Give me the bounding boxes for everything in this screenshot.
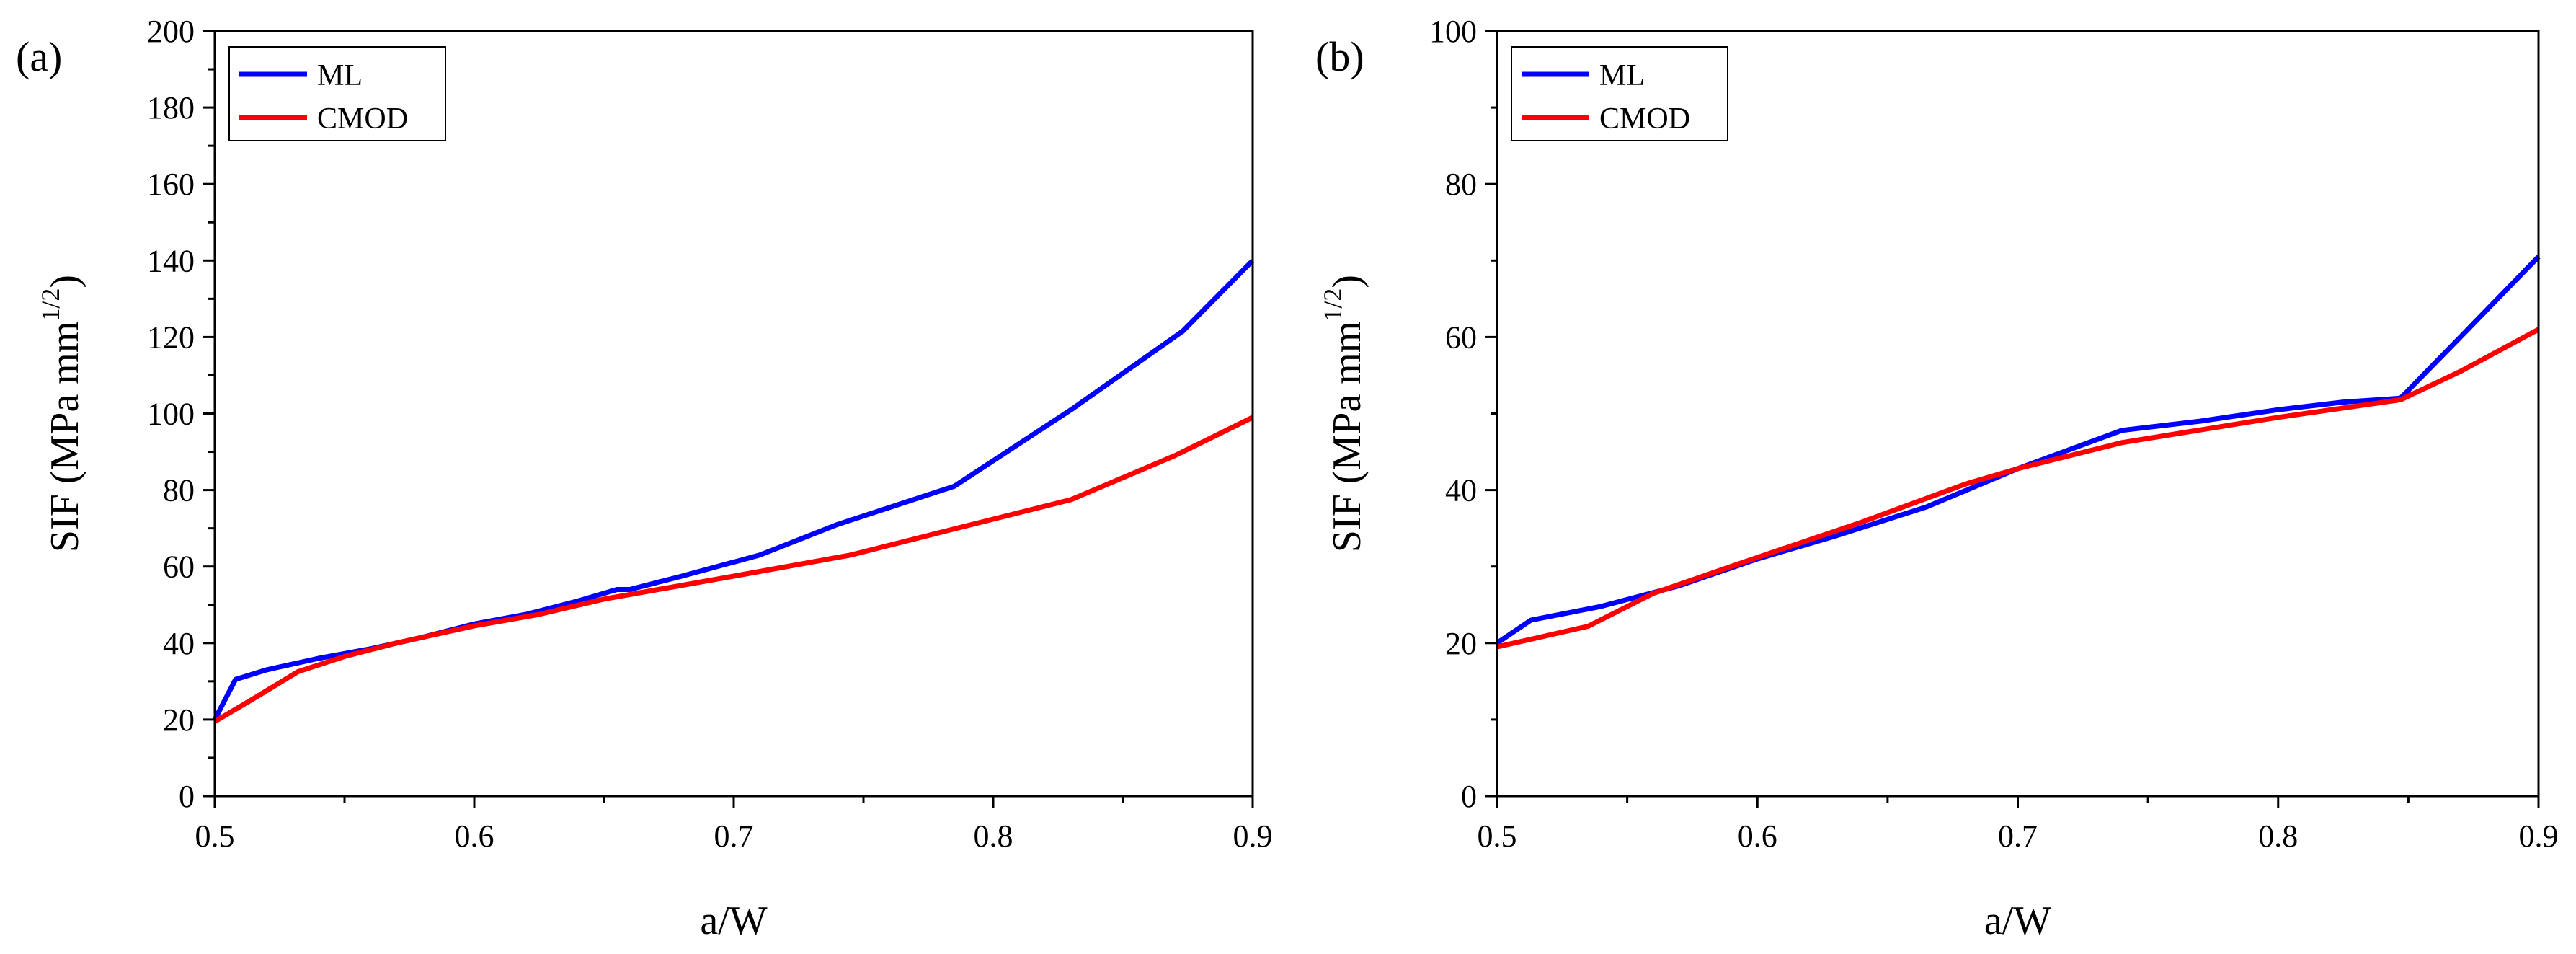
panel-b-plot-frame (1496, 30, 2540, 798)
panel-b-y-tick-label: 20 (1445, 626, 1477, 661)
panel-b-y-tick-label: 80 (1445, 167, 1477, 202)
panel-a-y-tick-label: 180 (147, 90, 195, 125)
panel-a-label: (a) (16, 33, 62, 80)
panel-b-x-tick-label: 0.5 (1478, 818, 1517, 854)
panel-a-y-axis-title: SIF (MPa mm1/2) (36, 275, 87, 552)
panel-a-x-tick-label: 0.7 (714, 818, 754, 854)
panel-b-series-cmod-line (1496, 327, 2540, 650)
panel-a-y-tick-label: 20 (163, 702, 195, 738)
panel-b-series-ml-line (1496, 255, 2541, 645)
panel-a-legend-label-ml: ML (317, 59, 363, 92)
panel-b: (b) 0.5 0.6 0.7 0.8 0.9 0 20 40 60 80 100 a/W SIF (MP… (1315, 14, 2559, 943)
panel-a: (a) 0.5 0.6 0.7 0.8 0.9 0 20 40 60 80 100 120 140 160 1… (16, 14, 1273, 943)
panel-a-y-tick-label: 120 (147, 319, 195, 355)
panel-a-x-tick-label: 0.8 (974, 818, 1013, 854)
panel-b-y-tick-label: 60 (1445, 319, 1477, 355)
panel-a-series-ml-line (212, 258, 1255, 721)
panel-a-y-tick-label: 160 (147, 167, 195, 202)
panel-a-y-tick-label: 100 (147, 397, 195, 432)
panel-b-x-tick-label: 0.6 (1738, 818, 1777, 854)
panel-b-y-tick-label: 0 (1461, 779, 1477, 814)
panel-a-y-tick-label: 140 (147, 243, 195, 278)
panel-a-y-tick-label: 60 (163, 549, 195, 585)
panel-a-x-tick-label: 0.9 (1233, 818, 1273, 854)
panel-a-plot-frame (213, 30, 1254, 798)
panel-b-label: (b) (1315, 33, 1364, 80)
panel-b-x-axis-title: a/W (1984, 898, 2051, 943)
panel-a-y-tick-label: 40 (163, 626, 195, 661)
panel-a-legend-box (228, 46, 446, 141)
panel-b-y-tick-label: 100 (1429, 14, 1477, 49)
panel-a-x-tick-label: 0.5 (195, 818, 235, 854)
panel-a-x-axis-title: a/W (700, 898, 767, 943)
panel-b-legend-label-cmod: CMOD (1599, 102, 1690, 136)
panel-b-x-tick-label: 0.7 (1998, 818, 2038, 854)
panel-b-legend-box (1511, 46, 1728, 141)
panel-b-y-tick-label: 40 (1445, 473, 1477, 508)
panel-b-y-axis-title: SIF (MPa mm1/2) (1318, 275, 1369, 552)
panel-b-legend-label-ml: ML (1599, 59, 1645, 92)
panel-b-x-tick-label: 0.9 (2519, 818, 2559, 854)
panel-a-series-cmod-line (213, 415, 1254, 724)
panel-b-x-tick-label: 0.8 (2258, 818, 2298, 854)
panel-a-x-tick-label: 0.6 (455, 818, 494, 854)
panel-a-y-tick-label: 200 (147, 14, 195, 49)
panel-a-y-tick-label: 0 (179, 779, 195, 814)
panel-a-legend-label-cmod: CMOD (317, 102, 408, 136)
panel-a-y-tick-label: 80 (163, 473, 195, 508)
